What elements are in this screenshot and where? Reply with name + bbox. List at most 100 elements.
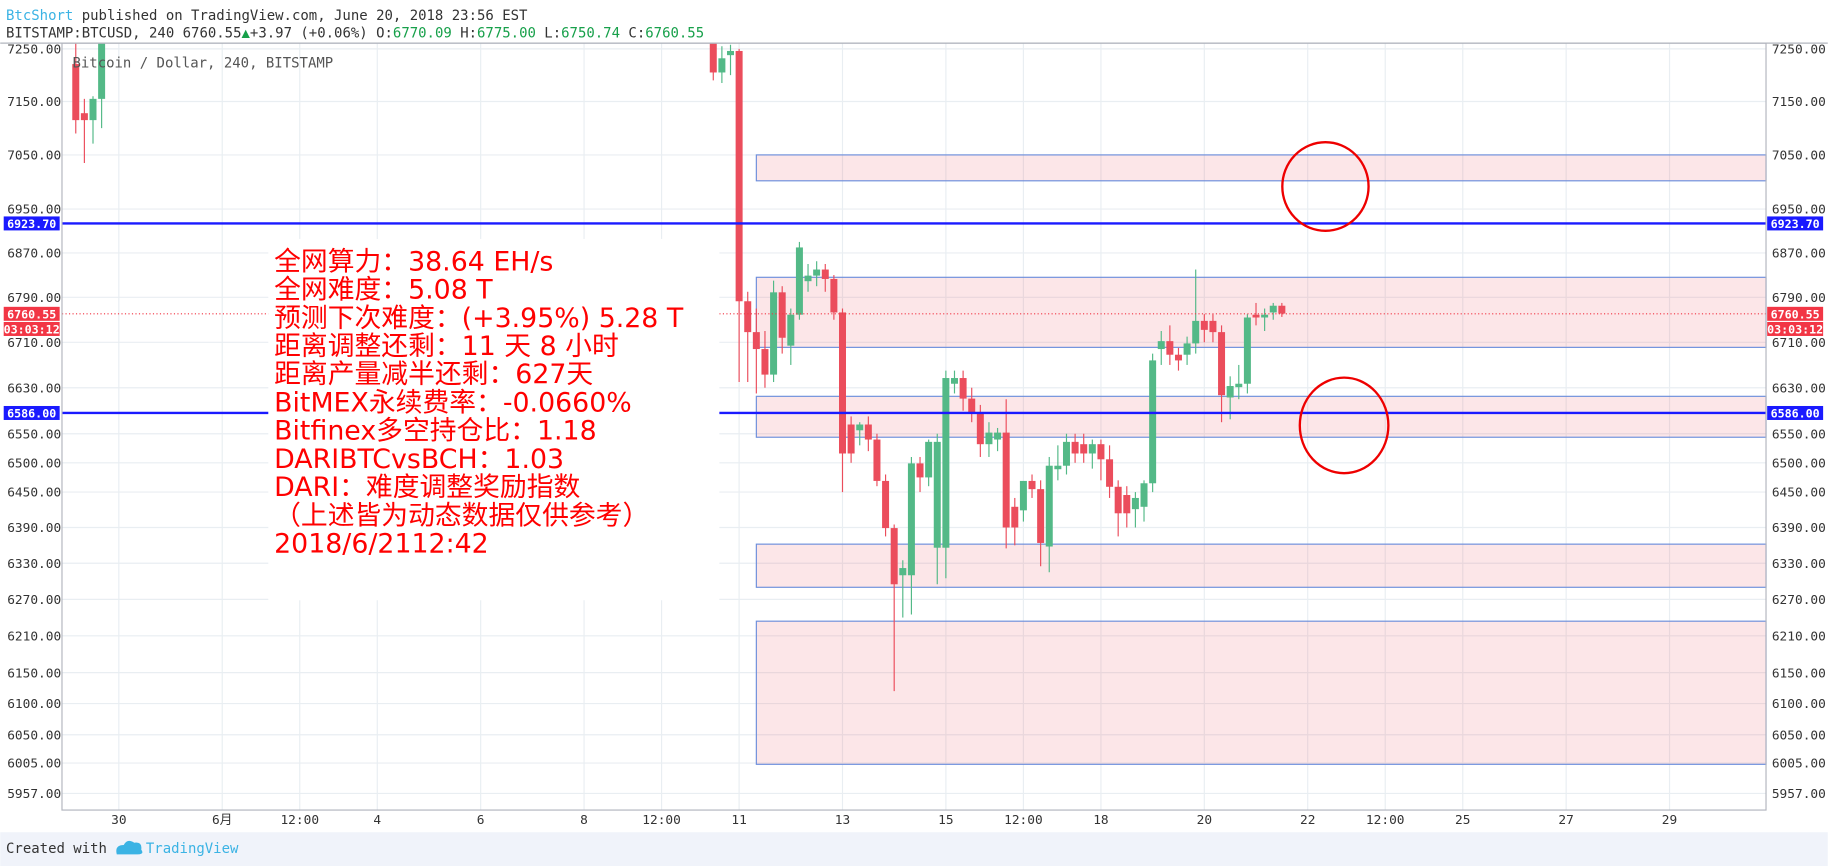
c-label: C: [620, 25, 645, 41]
x-tick-label: 13 [835, 813, 850, 828]
y-tick-label: 6710.00 [1772, 336, 1826, 351]
candle-body [1218, 332, 1226, 396]
candle-body [72, 64, 80, 121]
candle-body [1097, 444, 1105, 460]
last: 6760.55 [183, 25, 242, 41]
candle-body [744, 301, 752, 333]
y-tick-label: 6870.00 [1772, 247, 1826, 262]
h-label: H: [452, 25, 477, 41]
y-tick-label: 7250.00 [1772, 43, 1826, 58]
candle-body [916, 463, 924, 478]
candle-body [830, 278, 838, 313]
footer-brand[interactable]: TradingView [146, 841, 239, 857]
footer-created: Created with [6, 841, 107, 857]
y-tick-label-left: 6005.00 [7, 757, 61, 772]
y-tick-label-left: 6150.00 [7, 666, 61, 681]
y-tick-label: 6630.00 [1772, 381, 1826, 396]
candle-body [89, 98, 97, 121]
candle-body [1192, 320, 1200, 344]
candle-body [821, 269, 829, 279]
annotation-box [268, 238, 720, 601]
header-line-2: BITSTAMP:BTCUSD, 240 6760.55▲+3.97 (+0.0… [6, 25, 704, 41]
price-tag-bg [3, 405, 60, 420]
y-tick-label: 6450.00 [1772, 486, 1826, 501]
candle-body [1166, 341, 1174, 355]
countdown: 03:03:12 [1767, 323, 1823, 337]
candle-body [1002, 432, 1010, 528]
y-tick-label-left: 6330.00 [7, 557, 61, 572]
countdown: 03:03:12 [4, 323, 60, 337]
x-tick-label: 6 [477, 813, 485, 828]
logo [116, 840, 143, 855]
candle-body [735, 50, 743, 302]
candle-body [709, 43, 717, 73]
annotation-line: DARIBTCvsBCH：1.03 [274, 444, 564, 475]
highlight-circle [1281, 141, 1370, 232]
candle-body [1149, 360, 1157, 484]
candle-body [838, 312, 846, 454]
candle-body [1123, 495, 1131, 514]
x-tick-label: 22 [1300, 813, 1315, 828]
y-tick-label-left: 6100.00 [7, 697, 61, 712]
x-tick-label: 20 [1197, 813, 1212, 828]
candle-body [1235, 383, 1243, 388]
o-value: 6770.09 [393, 25, 452, 41]
candle-body [1071, 441, 1079, 454]
x-tick-label: 29 [1662, 813, 1677, 828]
x-tick-label: 11 [731, 813, 746, 828]
l-value: 6750.74 [561, 25, 620, 41]
candle-body [864, 424, 872, 440]
y-tick-label-left: 7050.00 [7, 149, 61, 164]
candle-body [1209, 320, 1217, 333]
y-tick-label: 6950.00 [1772, 203, 1826, 218]
x-tick-label: 12:00 [1366, 813, 1405, 828]
candle-body [899, 568, 907, 576]
x-tick-label: 15 [938, 813, 953, 828]
candle-body [907, 463, 915, 576]
candle-body [1037, 489, 1045, 543]
annotation-line: 预测下次难度：(+3.95%) 5.28 T [274, 303, 684, 334]
y-tick-label-left: 6550.00 [7, 427, 61, 442]
candle-body [1269, 305, 1277, 313]
last-price-tag-bg [3, 306, 60, 321]
candle-body [873, 439, 881, 481]
candle-body [985, 432, 993, 445]
candle-body [761, 349, 769, 375]
y-tick-label-left: 6790.00 [7, 291, 61, 306]
symbol: BITSTAMP:BTCUSD, 240 [6, 25, 183, 41]
candle-body [1278, 305, 1286, 314]
y-tick-label: 6050.00 [1772, 728, 1826, 743]
author[interactable]: BtcShort [6, 8, 73, 24]
candle-body [1261, 314, 1269, 318]
annotation-line: BitMEX永续费率：-0.0660% [274, 387, 632, 418]
annotation-line: DARI：难度调整奖励指数 [274, 472, 580, 503]
countdown-bg [3, 321, 60, 336]
y-tick-label-left: 6710.00 [7, 336, 61, 351]
candle-body [1200, 320, 1208, 330]
candle-body [1028, 480, 1036, 490]
c-value: 6760.55 [645, 25, 704, 41]
y-tick-label: 7150.00 [1772, 95, 1826, 110]
last-price-tag: 6760.55 [7, 307, 56, 321]
candle-body [856, 424, 864, 431]
price-tag-bg [1767, 216, 1824, 231]
annotation-line: 距离产量减半还剩：627天 [274, 359, 593, 390]
y-tick-label-left: 5957.00 [7, 787, 61, 802]
highlight-circle [1298, 376, 1390, 475]
y-tick-label-left: 6500.00 [7, 456, 61, 471]
y-tick-label-left: 7250.00 [7, 43, 61, 58]
candle-body [1106, 459, 1114, 487]
y-tick-label: 6150.00 [1772, 666, 1826, 681]
l-label: L: [536, 25, 561, 41]
y-tick-label-left: 6210.00 [7, 629, 61, 644]
x-tick-label: 27 [1558, 813, 1573, 828]
candle-body [1174, 354, 1182, 361]
candle-body [778, 292, 786, 338]
y-tick-label: 6500.00 [1772, 456, 1826, 471]
candle-body [994, 432, 1002, 440]
candle-body [1011, 506, 1019, 528]
y-tick-label-left: 6630.00 [7, 381, 61, 396]
plot: 7250.00 7250.00 7150.00 7150.00 7050.00 7050.… [0, 43, 1828, 828]
candle-body [1045, 465, 1053, 547]
x-tick-label: 25 [1455, 813, 1470, 828]
